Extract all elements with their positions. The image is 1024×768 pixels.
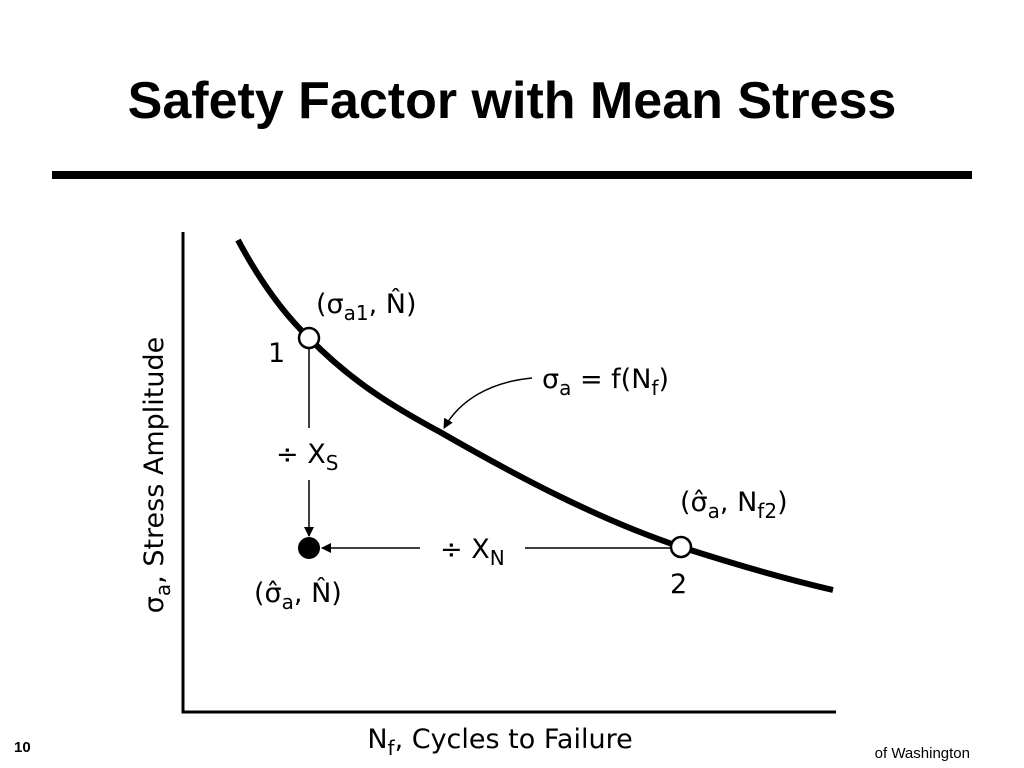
result-label: (σ̂a, N̂) [254,577,342,614]
point-2-label: (σ̂a, Nf2) [680,487,788,523]
curve-label: σa = f(Nf) [542,364,669,400]
point-1-number: 1 [268,338,285,369]
page-number: 10 [14,739,31,756]
point-1-label: (σa1, N̂) [316,288,417,325]
result-point [298,537,320,559]
y-axis-label: σa, Stress Amplitude [139,337,175,613]
point-1 [297,326,321,350]
point-2 [669,535,693,559]
axes [181,232,836,714]
point-2-number: 2 [670,569,687,600]
stress-step-label: ÷ XS [276,439,338,475]
slide-title: Safety Factor with Mean Stress [128,72,897,130]
life-step-label: ÷ XN [440,534,505,570]
x-axis-label: Nf, Cycles to Failure [367,724,632,760]
label-arrow [443,377,533,429]
sn-curve [235,238,834,593]
footer-text: of Washington [875,745,970,762]
